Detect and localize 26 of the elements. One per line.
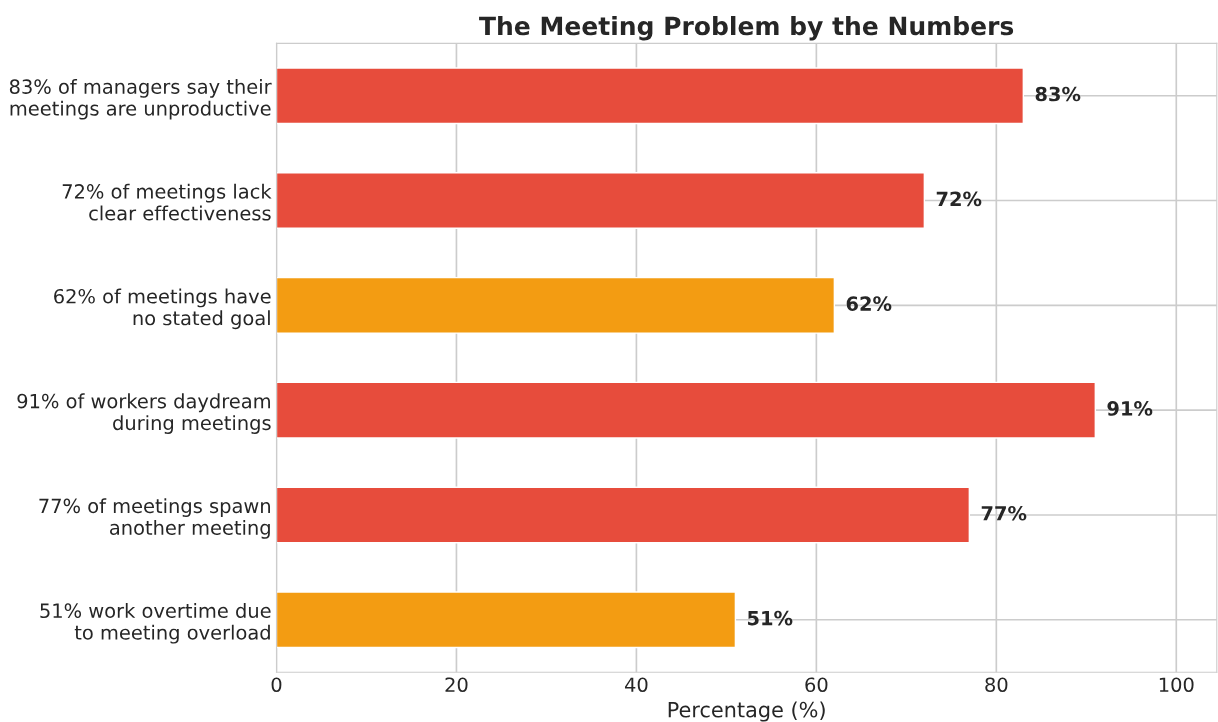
data-label: 51% — [748, 610, 793, 626]
x-tick-label: 40 — [624, 677, 648, 693]
x-tick-label: 0 — [271, 677, 282, 693]
y-tick-label: 77% of meetings spawn another meeting — [39, 498, 270, 539]
x-tick-label: 100 — [1159, 677, 1194, 693]
bar — [276, 172, 926, 230]
y-tick-label: 51% work overtime due to meeting overload — [40, 602, 271, 644]
data-label: 72% — [936, 191, 982, 207]
bar — [276, 486, 971, 544]
bar — [276, 381, 1097, 439]
chart-title: The Meeting Problem by the Numbers — [479, 15, 1014, 41]
data-label: 77% — [981, 505, 1027, 521]
x-axis-title: Percentage (%) — [668, 701, 825, 722]
y-tick-label: 62% of meetings have no stated goal — [54, 288, 271, 330]
bar — [276, 67, 1025, 125]
y-tick-label: 83% of managers say their meetings are unproductive — [9, 78, 272, 120]
y-tick-label: 91% of workers daydream during meetings — [17, 393, 271, 434]
bar — [276, 591, 737, 649]
x-tick-label: 80 — [985, 677, 1008, 693]
bar — [276, 276, 836, 334]
x-tick-label: 20 — [445, 677, 468, 693]
y-tick-label: 72% of meetings lack clear effectiveness — [62, 183, 272, 221]
data-label: 62% — [846, 296, 892, 311]
data-label: 91% — [1107, 401, 1153, 416]
x-tick-label: 60 — [805, 677, 828, 693]
data-label: 83% — [1035, 86, 1081, 102]
